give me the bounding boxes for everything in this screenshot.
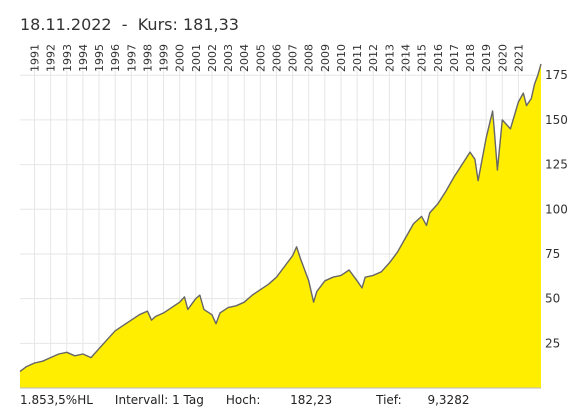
x-tick-label: 2005 — [254, 44, 267, 72]
x-tick-label: 1993 — [61, 44, 74, 72]
x-tick-label: 2016 — [432, 44, 445, 72]
x-tick-label: 2017 — [448, 44, 461, 72]
footer-hoch: Hoch: 182,23 — [226, 393, 354, 407]
x-tick-label: 2000 — [174, 44, 187, 72]
header-kurs-label: Kurs: — [137, 15, 178, 34]
x-tick-label: 2011 — [351, 44, 364, 72]
footer-tief: Tief: 9,3282 — [376, 393, 491, 407]
x-tick-label: 2010 — [335, 44, 348, 72]
x-tick-label: 2019 — [480, 44, 493, 72]
x-tick-label: 2009 — [319, 44, 332, 72]
y-tick-label: 175 — [545, 68, 568, 82]
header-kurs-value: 181,33 — [182, 15, 239, 34]
x-tick-label: 1999 — [158, 44, 171, 72]
footer-hoch-label: Hoch: — [225, 393, 261, 407]
header-separator: - — [121, 15, 128, 34]
x-tick-label: 1995 — [93, 44, 106, 72]
y-tick-label: 125 — [545, 158, 568, 172]
chart-header: 18.11.2022 - Kurs: 181,33 — [20, 15, 239, 34]
x-tick-label: 2021 — [512, 44, 525, 72]
x-tick-label: 2001 — [190, 44, 203, 72]
x-tick-label: 1992 — [45, 44, 58, 72]
x-tick-label: 2002 — [206, 44, 219, 72]
chart-footer: 1.853,5%HL Intervall: 1 Tag Hoch: 182,23 Ti… — [20, 393, 513, 407]
x-tick-label: 1994 — [77, 44, 90, 72]
footer-hoch-value: 182,23 — [290, 393, 333, 407]
price-line — [19, 63, 542, 372]
footer-tief-value: 9,3282 — [427, 393, 470, 407]
y-tick-label: 100 — [545, 202, 568, 216]
footer-intervall: Intervall: 1 Tag — [114, 393, 204, 407]
x-tick-label: 2014 — [400, 44, 413, 72]
y-tick-label: 25 — [545, 336, 560, 350]
x-tick-label: 2007 — [287, 44, 300, 72]
x-tick-label: 1997 — [125, 44, 138, 72]
x-tick-label: 2018 — [464, 44, 477, 72]
footer-tief-label: Tief: — [376, 393, 402, 407]
y-tick-label: 150 — [545, 113, 568, 127]
x-tick-label: 2012 — [367, 44, 380, 72]
y-tick-label: 50 — [545, 292, 560, 306]
x-tick-label: 2015 — [416, 44, 429, 72]
x-tick-label: 1991 — [29, 44, 42, 72]
x-tick-label: 1996 — [109, 44, 122, 72]
footer-performance: 1.853,5%HL — [20, 393, 93, 407]
x-tick-label: 2008 — [303, 44, 316, 72]
header-date: 18.11.2022 — [20, 15, 112, 34]
price-area — [20, 63, 541, 389]
x-tick-label: 1998 — [141, 44, 154, 72]
x-tick-label: 2006 — [270, 44, 283, 72]
y-tick-label: 75 — [545, 247, 560, 261]
x-tick-label: 2020 — [496, 44, 509, 72]
x-tick-labels: 1991 1992 1993 1994 1995 1996 1997 1998 1999 2000… — [29, 44, 526, 72]
x-tick-label: 2004 — [238, 44, 251, 72]
x-tick-label: 2013 — [383, 44, 396, 72]
x-tick-label: 2003 — [222, 44, 235, 72]
y-tick-labels: 25 50 75 100 125 150 175 — [545, 68, 568, 350]
